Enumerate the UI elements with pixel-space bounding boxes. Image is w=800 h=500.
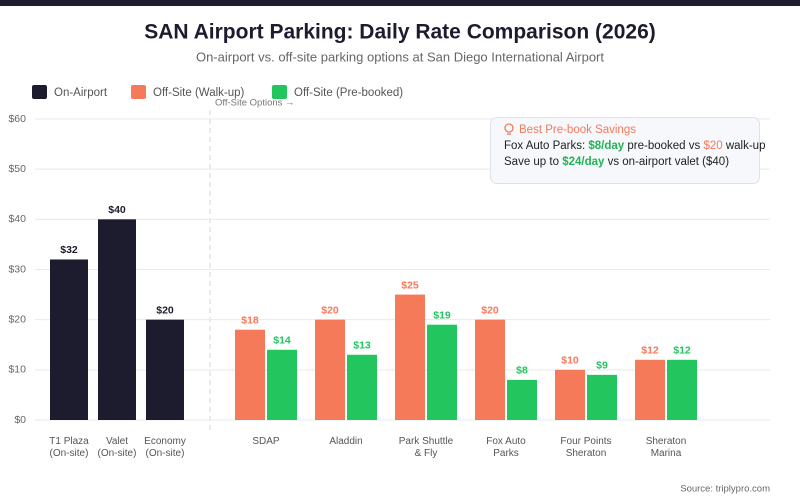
- y-tick-label: $40: [8, 213, 26, 225]
- y-tick-label: $30: [8, 263, 26, 275]
- bar: [235, 329, 265, 420]
- y-tick-label: $60: [8, 113, 26, 125]
- bar: [507, 379, 537, 420]
- bar: [587, 374, 617, 420]
- bar: [555, 369, 585, 420]
- value-label: $32: [60, 244, 78, 256]
- x-tick-label: Economy (On-site): [144, 436, 186, 459]
- callout-highlight: $8/day: [588, 140, 625, 152]
- value-label: $19: [433, 309, 451, 321]
- callout-line: Save up to $24/day vs on-airport valet (…: [504, 156, 759, 168]
- bulb-icon: [504, 123, 514, 135]
- callout-text: Fox Auto Parks:: [504, 140, 589, 152]
- source: Source: triplypro.com: [680, 484, 770, 495]
- bar: [98, 219, 136, 420]
- value-label: $40: [108, 204, 126, 216]
- callout-text: pre-booked vs: [624, 140, 704, 152]
- legend-swatch: [272, 85, 287, 99]
- bar: [347, 354, 377, 420]
- value-label: $18: [241, 314, 259, 326]
- bar: [427, 324, 457, 420]
- x-tick-label: Fox Auto Parks: [486, 436, 526, 459]
- bar: [667, 359, 697, 420]
- callout-title: Best Pre-book Savings: [519, 123, 636, 136]
- callout-text: walk-up: [722, 140, 766, 152]
- legend-swatch: [32, 85, 47, 99]
- x-tick-label: Park Shuttle & Fly: [398, 436, 454, 459]
- callout-highlight: $24/day: [562, 156, 605, 168]
- divider-label: Off-Site Options →: [215, 98, 295, 109]
- value-label: $10: [561, 355, 579, 367]
- value-label: $13: [353, 340, 371, 352]
- bar: [395, 294, 425, 420]
- chart-subtitle: On-airport vs. off-site parking options …: [196, 49, 604, 64]
- x-tick-label: T1 Plaza (On-site): [49, 436, 89, 459]
- y-tick-label: $0: [14, 414, 26, 426]
- legend-label: Off-Site (Pre-booked): [294, 87, 403, 99]
- legend-label: Off-Site (Walk-up): [153, 87, 245, 99]
- bar: [475, 319, 505, 420]
- legend-label: On-Airport: [54, 87, 108, 99]
- callout-header: Best Pre-book Savings: [504, 123, 759, 136]
- value-label: $14: [273, 335, 291, 347]
- bar: [635, 359, 665, 420]
- value-label: $9: [596, 360, 608, 372]
- value-label: $12: [641, 345, 659, 357]
- bar: [267, 349, 297, 420]
- value-label: $12: [673, 345, 691, 357]
- bar: [50, 259, 88, 420]
- y-tick-label: $10: [8, 364, 26, 376]
- x-tick-label: Valet (On-site): [97, 436, 137, 459]
- value-label: $20: [156, 304, 174, 316]
- x-tick-label: SDAP: [252, 436, 280, 447]
- callout-text: Save up to: [504, 156, 563, 168]
- value-label: $8: [516, 365, 528, 377]
- y-tick-label: $50: [8, 163, 26, 175]
- callout-text: vs on-airport valet ($40): [604, 156, 730, 168]
- top-band: [0, 0, 800, 6]
- x-tick-label: Sheraton Marina: [645, 436, 687, 459]
- callout: Best Pre-book Savings Fox Auto Parks: $8…: [490, 117, 765, 184]
- x-tick-label: Four Points Sheraton: [560, 436, 612, 459]
- value-label: $20: [481, 304, 499, 316]
- y-tick-label: $20: [8, 313, 26, 325]
- callout-line: Fox Auto Parks: $8/day pre-booked vs $20…: [504, 140, 765, 152]
- chart-title: SAN Airport Parking: Daily Rate Comparis…: [144, 21, 656, 44]
- legend-swatch: [131, 85, 146, 99]
- x-tick-label: Aladdin: [329, 436, 363, 447]
- value-label: $20: [321, 304, 339, 316]
- callout-highlight: $20: [703, 140, 723, 152]
- bar: [146, 319, 184, 420]
- bar: [315, 319, 345, 420]
- value-label: $25: [401, 279, 419, 291]
